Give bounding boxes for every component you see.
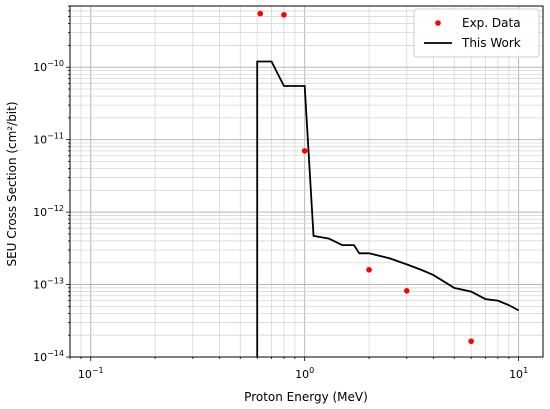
y-tick-label: 10−10 <box>33 59 64 74</box>
plot-frame <box>69 5 544 358</box>
legend-label: This Work <box>461 36 521 50</box>
grid <box>69 5 543 358</box>
exp-data-point <box>281 11 287 18</box>
exp-data-point <box>403 287 410 294</box>
x-tick-label: 101 <box>509 366 528 381</box>
x-tick-label: 10−1 <box>78 366 104 381</box>
legend-label: Exp. Data <box>462 16 521 30</box>
x-tick-label: 100 <box>295 366 314 381</box>
y-tick-label: 10−13 <box>33 277 64 292</box>
plot-border <box>69 5 544 358</box>
y-tick-label: 10−12 <box>33 204 64 219</box>
x-axis-label: Proton Energy (MeV) <box>244 390 368 404</box>
legend: Exp. Data This Work <box>413 8 540 58</box>
exp-data-point <box>257 10 264 17</box>
exp-data-point <box>468 338 474 345</box>
y-axis-label: SEU Cross Section (cm²/bit) <box>5 101 19 266</box>
y-tick-label: 10−11 <box>33 132 64 147</box>
exp-data-point <box>301 148 308 154</box>
exp-data-point <box>366 266 372 273</box>
series-group <box>256 10 520 357</box>
y-tick-label: 10−14 <box>33 349 64 364</box>
axis-ticks: 10−1 100 101 10−14 10−13 10−12 10−11 10−10 <box>33 5 528 381</box>
legend-box <box>413 8 540 58</box>
legend-marker-swatch <box>435 20 441 26</box>
this-work-line <box>256 60 520 357</box>
